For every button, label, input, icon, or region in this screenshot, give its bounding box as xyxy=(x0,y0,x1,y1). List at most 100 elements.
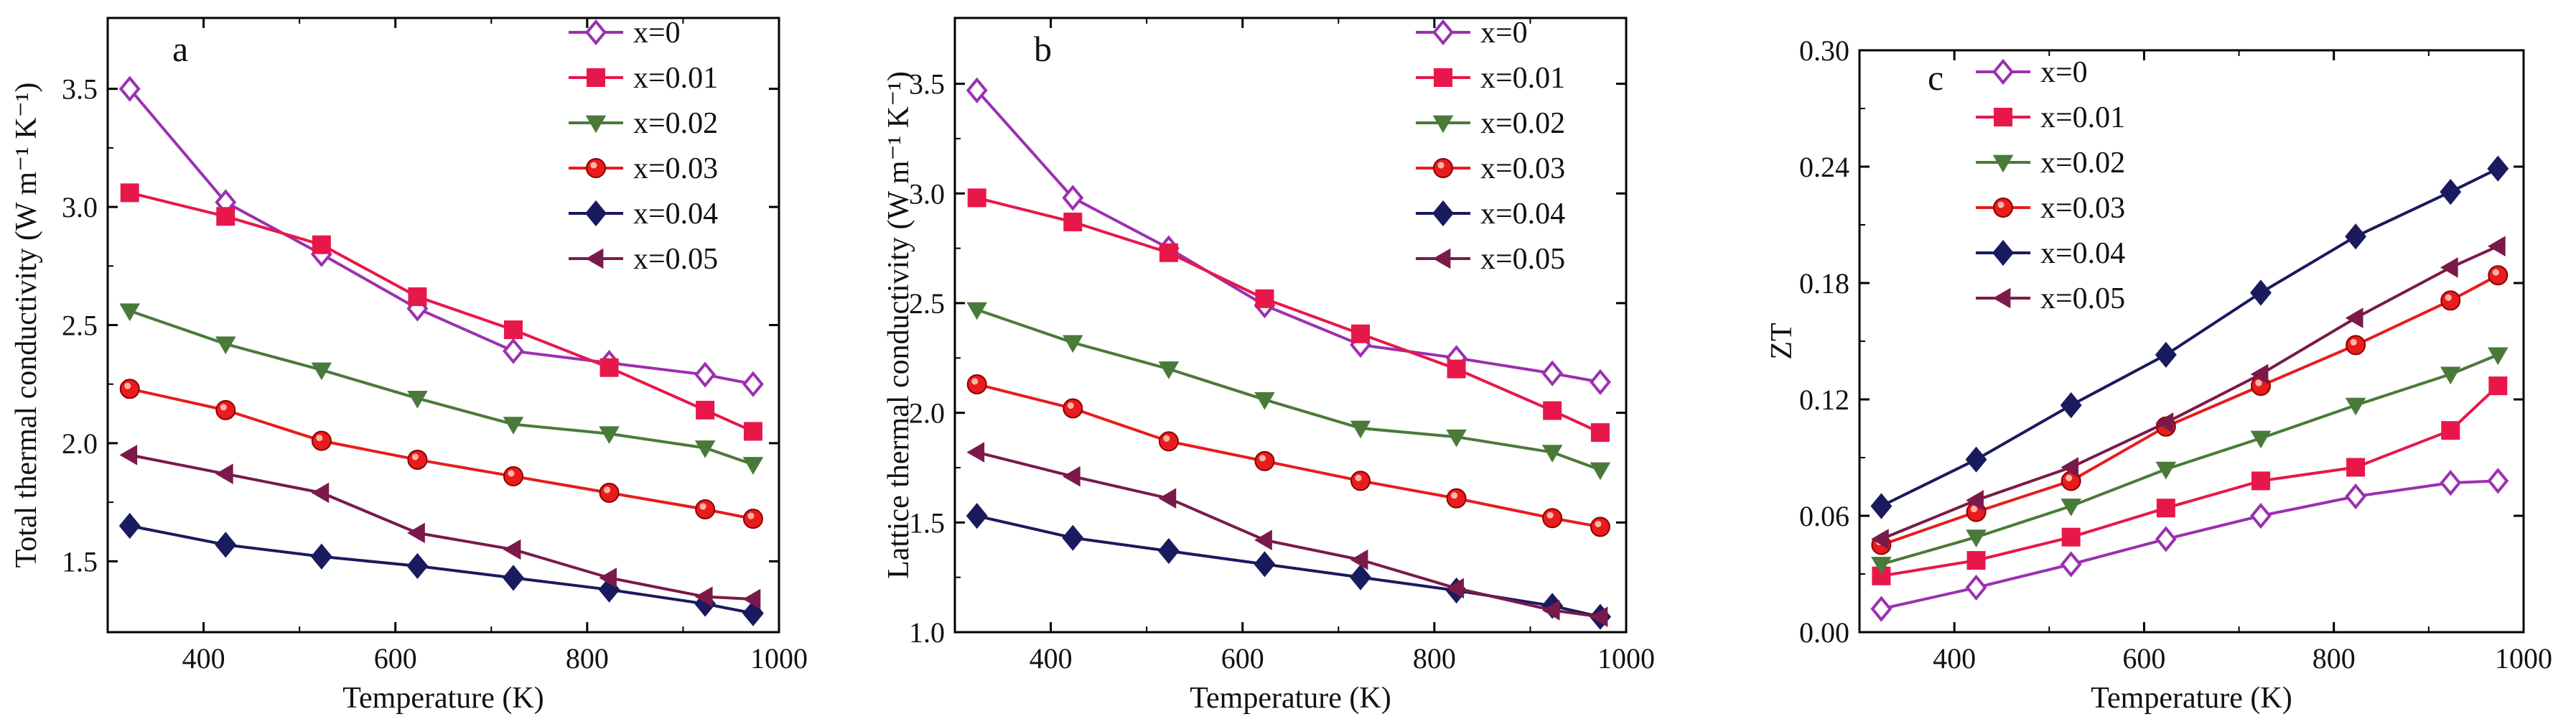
data-point xyxy=(2155,526,2177,552)
y-tick-label: 2.5 xyxy=(62,310,98,342)
legend-item: x=0.02 xyxy=(1976,147,2125,180)
legend-label: x=0.01 xyxy=(2040,101,2125,134)
data-point xyxy=(966,77,988,103)
panel-c: 400 600 800 1000 0.00 0.06 0.12 0.18 0.24 0.30 Tem… xyxy=(1765,34,2552,715)
x-tick-label: 400 xyxy=(1933,642,1976,675)
series-line xyxy=(1880,274,2499,547)
data-point xyxy=(2487,468,2509,494)
data-point xyxy=(1063,398,1083,419)
y-tick-label: 0.00 xyxy=(1799,616,1849,649)
series-line xyxy=(129,524,754,615)
legend-item: x=0.04 xyxy=(569,198,718,231)
data-point xyxy=(2488,236,2506,256)
data-point xyxy=(599,568,617,588)
data-point xyxy=(966,374,987,394)
data-point xyxy=(1254,392,1275,410)
x-tick-label: 1000 xyxy=(2495,642,2552,675)
data-point-highlight xyxy=(220,404,227,411)
series-x-0-04 xyxy=(966,503,1611,630)
data-point xyxy=(1543,401,1562,420)
legend-label: x=0.05 xyxy=(1480,243,1565,276)
data-point xyxy=(1590,462,1611,481)
legend-item: x=0.05 xyxy=(569,243,718,276)
data-point xyxy=(406,552,429,580)
data-point xyxy=(1871,529,1889,550)
legend-marker xyxy=(1992,287,2011,309)
data-point xyxy=(1062,524,1084,551)
data-point xyxy=(1158,488,1177,509)
legend-marker xyxy=(1433,158,1453,178)
panel-letter: a xyxy=(172,29,188,69)
data-point xyxy=(1062,185,1084,211)
legend-marker xyxy=(1432,19,1454,46)
legend-label: x=0 xyxy=(633,17,681,50)
series-line xyxy=(129,453,754,601)
series-line xyxy=(976,308,1601,471)
data-point-highlight xyxy=(2350,338,2357,346)
legend-label: x=0.04 xyxy=(1480,198,1565,231)
data-point xyxy=(119,445,138,466)
legend-label: x=0.02 xyxy=(2040,147,2125,180)
data-point xyxy=(1966,490,1984,511)
legend-label: x=0.01 xyxy=(633,62,718,95)
data-point xyxy=(1063,212,1083,231)
legend-item: x=0.01 xyxy=(1416,62,1565,95)
data-point xyxy=(2060,551,2082,578)
series-x-0 xyxy=(1870,468,2509,622)
data-point xyxy=(1965,574,1987,601)
legend-marker-highlight xyxy=(1437,162,1445,169)
data-point xyxy=(407,522,425,544)
series-line xyxy=(1880,479,2498,611)
legend-marker xyxy=(587,68,605,87)
data-point xyxy=(119,303,141,322)
data-point xyxy=(1541,600,1560,621)
data-point xyxy=(2061,527,2081,547)
data-point xyxy=(2345,223,2367,250)
legend-marker-highlight xyxy=(590,162,597,169)
data-point xyxy=(1589,369,1611,395)
data-point xyxy=(694,586,713,607)
legend-marker-highlight xyxy=(1997,201,2005,208)
series-x-0-01 xyxy=(967,188,1610,443)
data-point-highlight xyxy=(2445,294,2452,301)
data-point xyxy=(742,588,761,610)
x-axis-label: Temperature (K) xyxy=(342,682,543,715)
legend-label: x=0.05 xyxy=(2040,282,2125,315)
series-x-0-05 xyxy=(966,442,1608,627)
data-point xyxy=(503,417,524,435)
series-x-0-02 xyxy=(119,303,764,475)
data-point xyxy=(503,565,524,591)
y-tick-label: 2.0 xyxy=(909,397,945,430)
data-point xyxy=(1541,360,1564,386)
data-point xyxy=(1871,557,1892,575)
series-x-0-02 xyxy=(966,302,1611,481)
legend-item: x=0.05 xyxy=(1416,243,1565,276)
data-point-highlight xyxy=(411,453,419,460)
series-x-0-02 xyxy=(1871,347,2509,575)
data-point xyxy=(2440,257,2458,278)
data-point xyxy=(599,482,620,503)
data-point xyxy=(1870,493,1893,519)
data-point-highlight xyxy=(747,512,755,519)
x-tick-label: 800 xyxy=(566,642,609,675)
data-point xyxy=(2155,341,2177,368)
data-point xyxy=(2250,502,2272,529)
x-tick-label: 600 xyxy=(1221,642,1264,675)
data-point xyxy=(216,207,235,226)
x-tick-label: 400 xyxy=(182,642,225,675)
series-line xyxy=(976,450,1601,619)
data-point xyxy=(1254,450,1275,471)
legend-marker xyxy=(1992,58,2014,85)
data-point xyxy=(311,430,332,451)
data-point xyxy=(1351,324,1371,343)
legend-marker xyxy=(1434,68,1452,87)
data-point-highlight xyxy=(971,378,979,385)
legend-marker xyxy=(586,158,606,178)
legend-marker xyxy=(1432,200,1454,227)
series-line xyxy=(976,196,1601,434)
data-point xyxy=(408,287,427,307)
data-point-highlight xyxy=(2492,269,2499,276)
legend-item: x=0.04 xyxy=(1976,237,2125,270)
x-tick-label: 1000 xyxy=(1597,642,1655,675)
